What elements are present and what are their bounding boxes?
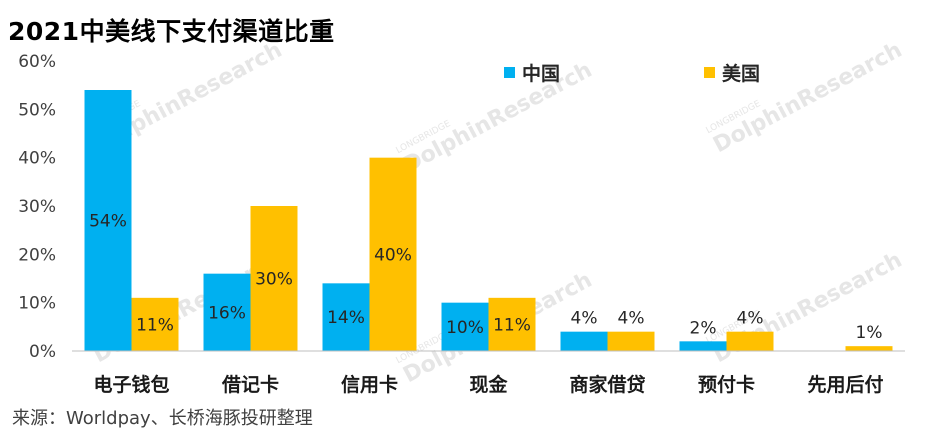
data-label: 11% — [493, 315, 531, 335]
bar — [203, 273, 251, 351]
bar — [560, 331, 608, 351]
bar — [322, 283, 370, 351]
bar — [726, 331, 774, 351]
data-label: 16% — [208, 303, 246, 323]
legend-swatch — [704, 67, 715, 78]
data-label: 1% — [856, 323, 883, 343]
bars — [84, 90, 893, 351]
watermark-brand: DolphinResearch — [399, 58, 596, 179]
category-label: 商家借贷 — [569, 373, 645, 396]
value-labels: 54% 11% 16% 30% 14% 40% 10% 11% 4% 4% 2% 4% 1% — [89, 212, 882, 344]
chart-title: 2021中美线下支付渠道比重 — [8, 17, 335, 46]
watermark-brand: DolphinResearch — [709, 38, 906, 159]
legend: 中国 美国 — [504, 62, 760, 85]
category-label: 现金 — [469, 373, 508, 396]
data-label: 14% — [327, 308, 365, 328]
data-label: 4% — [737, 309, 764, 329]
y-tick-label: 10% — [18, 294, 56, 314]
bar — [607, 331, 655, 351]
legend-label: 美国 — [722, 62, 760, 85]
y-tick-label: 40% — [18, 149, 56, 169]
data-label: 40% — [374, 245, 412, 265]
data-label: 30% — [255, 270, 293, 290]
category-label: 先用后付 — [807, 373, 883, 396]
y-tick-label: 20% — [18, 245, 56, 265]
source-note: 来源：Worldpay、长桥海豚投研整理 — [12, 408, 313, 429]
legend-swatch — [504, 67, 515, 78]
bar — [84, 90, 132, 351]
bar — [250, 206, 298, 351]
bar — [131, 297, 179, 351]
data-label: 2% — [690, 318, 717, 338]
category-label: 借记卡 — [221, 373, 279, 396]
data-label: 10% — [446, 318, 484, 338]
category-labels: 电子钱包 借记卡 信用卡 现金 商家借贷 预付卡 先用后付 — [93, 373, 883, 396]
category-label: 预付卡 — [698, 373, 755, 396]
bar — [488, 297, 536, 351]
y-axis: 0% 10% 20% 30% 40% 50% 60% — [18, 52, 56, 362]
category-label: 信用卡 — [341, 373, 398, 396]
y-tick-label: 50% — [18, 100, 56, 120]
y-tick-label: 30% — [18, 197, 56, 217]
bar — [369, 157, 417, 351]
category-label: 电子钱包 — [93, 373, 169, 396]
bar — [441, 302, 489, 351]
data-label: 4% — [618, 309, 645, 329]
data-label: 4% — [571, 309, 598, 329]
y-tick-label: 60% — [18, 52, 56, 72]
data-label: 11% — [136, 315, 174, 335]
y-tick-label: 0% — [29, 342, 56, 362]
data-label: 54% — [89, 212, 127, 232]
legend-label: 中国 — [522, 62, 560, 85]
bar — [679, 341, 727, 351]
bar — [845, 346, 893, 351]
